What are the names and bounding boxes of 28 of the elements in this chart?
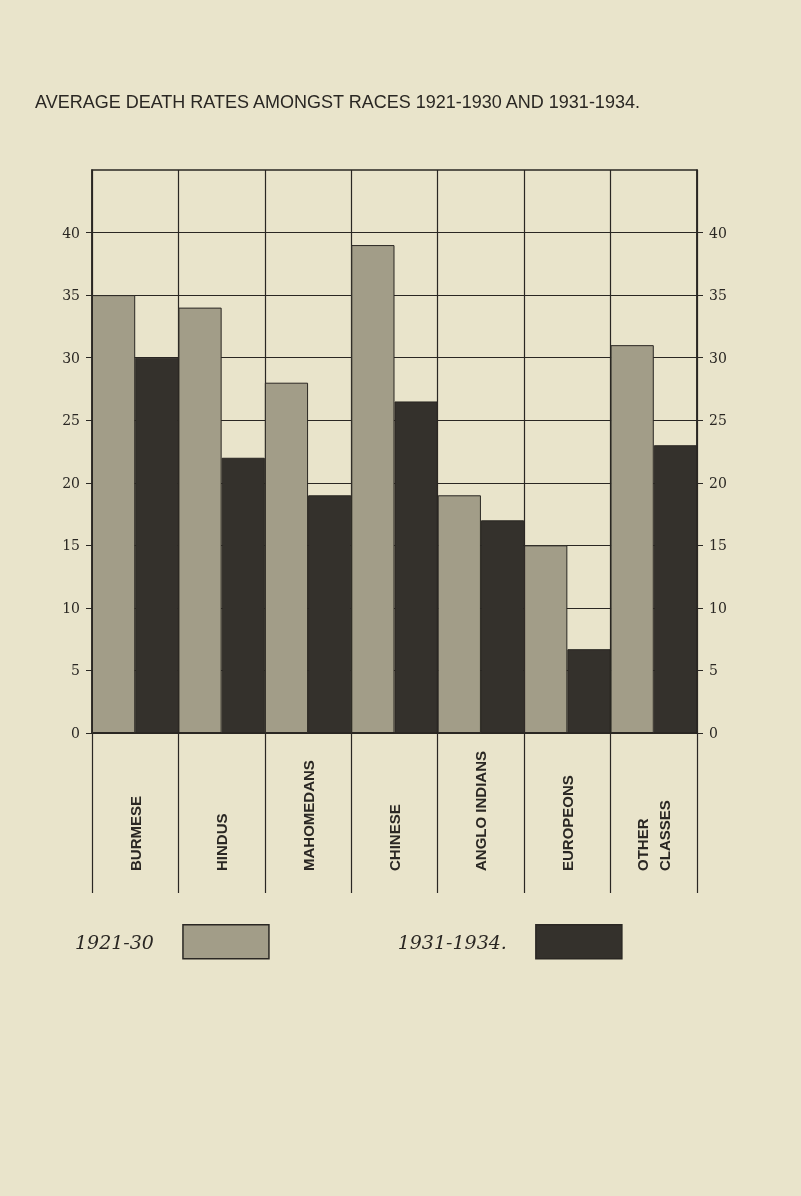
y-tick-label: 25 <box>62 412 80 429</box>
y-tick-label: 10 <box>62 599 80 616</box>
y2-tick-label: 10 <box>709 599 727 616</box>
x-tick-label: MAHOMEDANS <box>299 760 317 871</box>
y-tick-label: 35 <box>62 287 80 304</box>
y-tick-label: 5 <box>71 662 80 679</box>
legend-label: 1921-30 <box>75 930 154 953</box>
y2-tick-label: 5 <box>709 662 718 679</box>
legend-label: 1931-1934. <box>397 930 507 953</box>
x-tick-label: OTHER CLASSES <box>634 800 674 871</box>
y2-tick-label: 25 <box>709 412 727 429</box>
y2-tick-label: 0 <box>709 725 718 741</box>
x-tick-label: CHINESE <box>386 804 403 871</box>
x-tick-label: BURMESE <box>126 795 144 871</box>
x-tick-label: ANGLO INDIANS <box>472 751 490 871</box>
x-tick-label: HINDUS <box>213 813 231 871</box>
y-tick-label: 15 <box>62 537 80 554</box>
y2-tick-label: 30 <box>709 349 727 366</box>
chart-title: AVERAGE DEATH RATES AMONGST RACES 1921-1930 AND 1931-1934. <box>35 92 640 112</box>
y2-tick-label: 20 <box>709 474 727 491</box>
y2-tick-label: 40 <box>709 224 727 241</box>
y-tick-label: 30 <box>62 349 80 366</box>
y2-tick-label: 15 <box>709 537 727 554</box>
x-tick-label: EUROPEONS <box>558 775 576 871</box>
y-tick-label: 20 <box>62 474 80 491</box>
y2-tick-label: 35 <box>709 287 727 304</box>
y-tick-label: 0 <box>71 725 80 741</box>
y-tick-label: 40 <box>62 224 80 241</box>
